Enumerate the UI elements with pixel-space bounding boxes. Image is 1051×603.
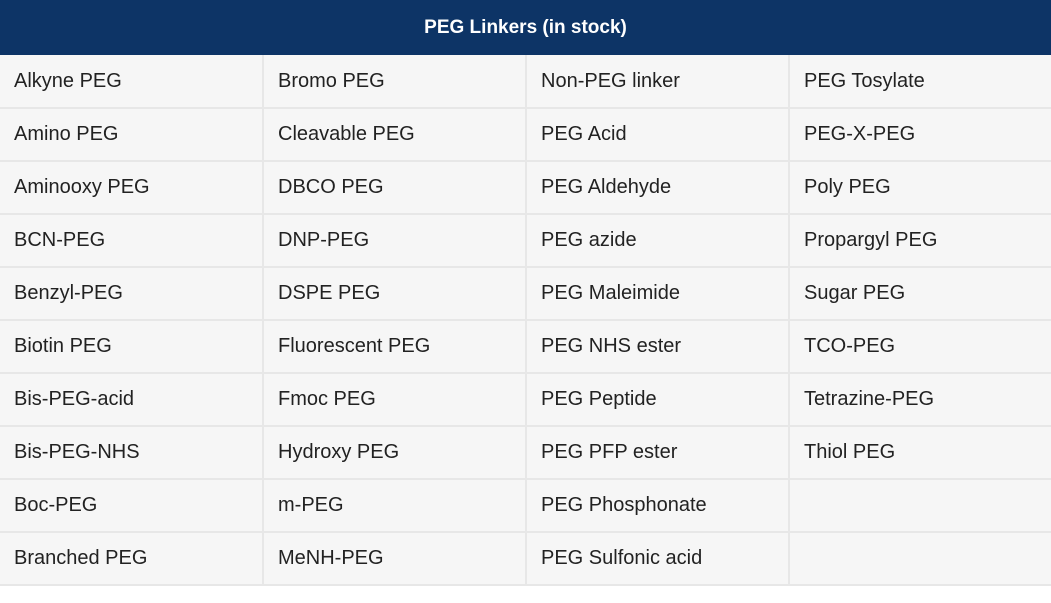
table-cell: Fmoc PEG bbox=[263, 373, 527, 427]
table-cell: m-PEG bbox=[263, 479, 527, 533]
table-cell: Cleavable PEG bbox=[263, 108, 527, 162]
table-cell: Hydroxy PEG bbox=[263, 426, 527, 480]
table-row: Benzyl-PEG DSPE PEG PEG Maleimide Sugar … bbox=[0, 267, 1051, 321]
table-cell: PEG PFP ester bbox=[526, 426, 790, 480]
table-row: Amino PEG Cleavable PEG PEG Acid PEG-X-P… bbox=[0, 108, 1051, 162]
table-row: Alkyne PEG Bromo PEG Non-PEG linker PEG … bbox=[0, 55, 1051, 109]
table-cell: PEG Sulfonic acid bbox=[526, 532, 790, 586]
table-cell: DNP-PEG bbox=[263, 214, 527, 268]
table-cell: BCN-PEG bbox=[0, 214, 264, 268]
table-row: Bis-PEG-acid Fmoc PEG PEG Peptide Tetraz… bbox=[0, 373, 1051, 427]
table-cell: PEG Peptide bbox=[526, 373, 790, 427]
table-cell: PEG Phosphonate bbox=[526, 479, 790, 533]
table-row: Aminooxy PEG DBCO PEG PEG Aldehyde Poly … bbox=[0, 161, 1051, 215]
table-cell: PEG Tosylate bbox=[789, 55, 1051, 109]
table-cell: PEG Acid bbox=[526, 108, 790, 162]
table-title: PEG Linkers (in stock) bbox=[0, 0, 1051, 55]
table-header-row: PEG Linkers (in stock) bbox=[0, 0, 1051, 55]
table-cell bbox=[789, 532, 1051, 586]
table-cell: Sugar PEG bbox=[789, 267, 1051, 321]
table-cell: Tetrazine-PEG bbox=[789, 373, 1051, 427]
table-row: Bis-PEG-NHS Hydroxy PEG PEG PFP ester Th… bbox=[0, 426, 1051, 480]
table-cell: Bis-PEG-acid bbox=[0, 373, 264, 427]
table-cell: Boc-PEG bbox=[0, 479, 264, 533]
table-cell: Fluorescent PEG bbox=[263, 320, 527, 374]
table-row: Biotin PEG Fluorescent PEG PEG NHS ester… bbox=[0, 320, 1051, 374]
table-cell: Aminooxy PEG bbox=[0, 161, 264, 215]
table-cell: Benzyl-PEG bbox=[0, 267, 264, 321]
table-cell bbox=[789, 479, 1051, 533]
table-cell: DBCO PEG bbox=[263, 161, 527, 215]
table-cell: PEG NHS ester bbox=[526, 320, 790, 374]
table-row: Boc-PEG m-PEG PEG Phosphonate bbox=[0, 479, 1051, 533]
table-cell: Biotin PEG bbox=[0, 320, 264, 374]
table-cell: Amino PEG bbox=[0, 108, 264, 162]
table-cell: Branched PEG bbox=[0, 532, 264, 586]
table-cell: Bromo PEG bbox=[263, 55, 527, 109]
table-cell: Thiol PEG bbox=[789, 426, 1051, 480]
table-cell: Propargyl PEG bbox=[789, 214, 1051, 268]
table-cell: PEG Maleimide bbox=[526, 267, 790, 321]
table-cell: DSPE PEG bbox=[263, 267, 527, 321]
table-cell: Bis-PEG-NHS bbox=[0, 426, 264, 480]
table-cell: Non-PEG linker bbox=[526, 55, 790, 109]
table-cell: TCO-PEG bbox=[789, 320, 1051, 374]
table-cell: Alkyne PEG bbox=[0, 55, 264, 109]
table-cell: PEG azide bbox=[526, 214, 790, 268]
table-cell: PEG Aldehyde bbox=[526, 161, 790, 215]
peg-linkers-table: PEG Linkers (in stock) Alkyne PEG Bromo … bbox=[0, 0, 1051, 586]
table-cell: MeNH-PEG bbox=[263, 532, 527, 586]
table-cell: Poly PEG bbox=[789, 161, 1051, 215]
table-cell: PEG-X-PEG bbox=[789, 108, 1051, 162]
table-row: Branched PEG MeNH-PEG PEG Sulfonic acid bbox=[0, 532, 1051, 586]
table-row: BCN-PEG DNP-PEG PEG azide Propargyl PEG bbox=[0, 214, 1051, 268]
